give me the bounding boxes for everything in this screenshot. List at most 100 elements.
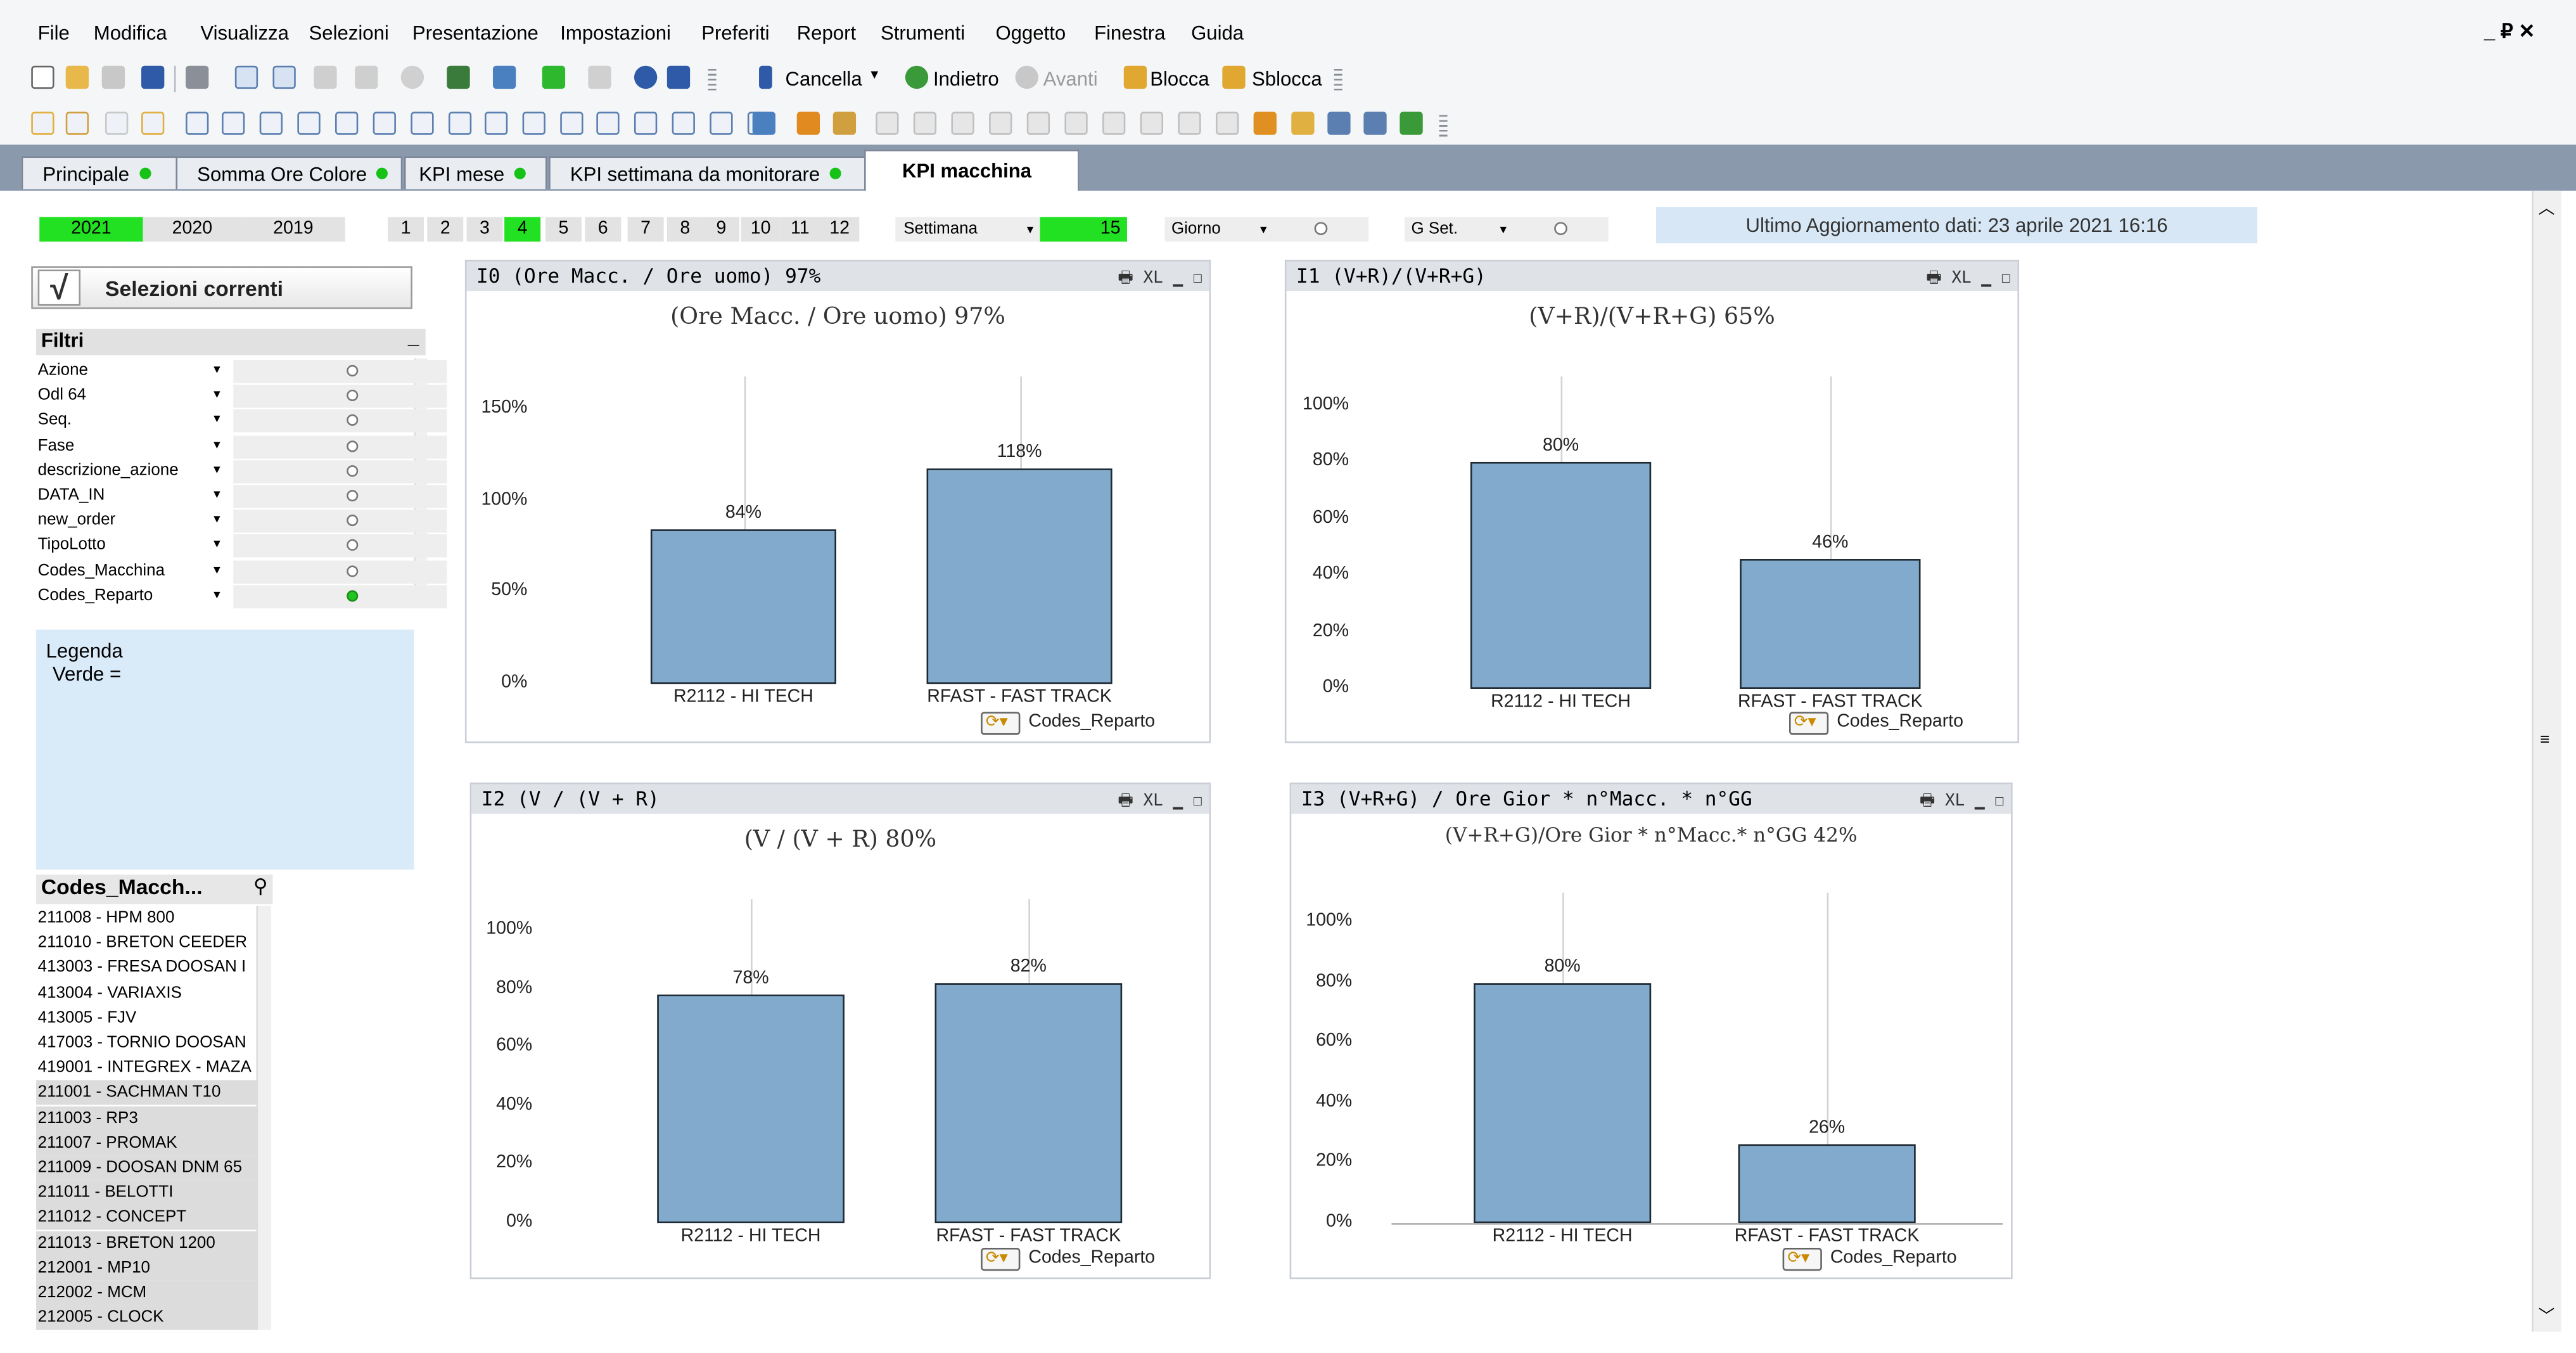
window-controls[interactable]: _ ₽ ✕ bbox=[2484, 20, 2535, 43]
list-item[interactable]: 212001 - MP10 bbox=[36, 1255, 257, 1281]
filter-value[interactable] bbox=[233, 510, 447, 534]
filter-value[interactable] bbox=[233, 435, 447, 458]
list-item[interactable]: 211008 - HPM 800 bbox=[37, 909, 175, 928]
filter-row[interactable]: descrizione_azione ▾ bbox=[36, 459, 447, 485]
list-item[interactable]: 211012 - CONCEPT bbox=[36, 1205, 257, 1231]
list-item[interactable]: 211011 - BELOTTI bbox=[36, 1181, 257, 1206]
slider-icon[interactable] bbox=[560, 112, 583, 135]
design-tool-icon[interactable] bbox=[1291, 112, 1315, 135]
copy-icon[interactable] bbox=[105, 112, 129, 135]
month-9-button[interactable]: 9 bbox=[703, 217, 739, 242]
dropdown-icon[interactable]: ▾ bbox=[1259, 222, 1267, 237]
dropdown-icon[interactable]: ▾ bbox=[214, 486, 220, 502]
year-2021-button[interactable]: 2021 bbox=[39, 217, 143, 242]
menu-finestra[interactable]: Finestra bbox=[1094, 21, 1166, 45]
caption-icons[interactable]: 🖶 XL ▁ ☐ bbox=[1919, 792, 2005, 811]
toolbar-grip[interactable] bbox=[1334, 68, 1342, 93]
chart-icon[interactable] bbox=[335, 112, 359, 135]
align-icon[interactable] bbox=[913, 112, 937, 135]
menu-modifica[interactable]: Modifica bbox=[93, 21, 167, 45]
menu-selezioni[interactable]: Selezioni bbox=[309, 21, 389, 45]
bar-1[interactable] bbox=[926, 468, 1113, 684]
filter-value[interactable] bbox=[233, 409, 447, 433]
giorno-value[interactable] bbox=[1273, 217, 1369, 242]
giorno-listbox[interactable]: Giorno ▾ bbox=[1164, 217, 1273, 242]
help-icon[interactable] bbox=[634, 65, 658, 89]
current-selections-button[interactable]: √ Selezioni correnti bbox=[31, 266, 412, 309]
menu-guida[interactable]: Guida bbox=[1191, 21, 1244, 45]
bar-1[interactable] bbox=[1738, 1145, 1916, 1224]
sheet-scrollbar[interactable]: ︿ ≡ ﹀ bbox=[2532, 190, 2561, 1332]
blocca-button[interactable]: Blocca bbox=[1150, 67, 1209, 91]
month-7-button[interactable]: 7 bbox=[627, 217, 664, 242]
undo-icon[interactable] bbox=[314, 65, 337, 89]
align-icon[interactable] bbox=[989, 112, 1012, 135]
bar-0[interactable] bbox=[1474, 982, 1652, 1224]
filter-row[interactable]: Seq. ▾ bbox=[36, 409, 447, 435]
list-item[interactable]: 413004 - VARIAXIS bbox=[37, 984, 182, 1003]
bar-0[interactable] bbox=[650, 530, 836, 684]
redo-icon[interactable] bbox=[355, 65, 378, 89]
menu-report[interactable]: Report bbox=[796, 21, 857, 45]
sblocca-button[interactable]: Sblocca bbox=[1252, 67, 1322, 91]
month-6-button[interactable]: 6 bbox=[585, 217, 622, 242]
dropdown-icon[interactable]: ▾ bbox=[1500, 222, 1507, 237]
avanti-button[interactable]: Avanti bbox=[1043, 67, 1098, 91]
menu-file[interactable]: File bbox=[37, 21, 70, 45]
button-icon[interactable] bbox=[448, 112, 472, 135]
design-tool-icon[interactable] bbox=[1253, 112, 1277, 135]
cancella-dropdown-icon[interactable]: ▾ bbox=[870, 65, 879, 82]
dropdown-icon[interactable]: ▾ bbox=[214, 536, 220, 552]
toolbar-grip[interactable] bbox=[1439, 115, 1448, 138]
dimension-label[interactable]: Codes_Reparto bbox=[1837, 712, 1964, 732]
bar-1[interactable] bbox=[934, 983, 1123, 1224]
chart-caption[interactable]: I3 (V+R+G) / Ore Gior * n°Macc. * n°GG 🖶 … bbox=[1291, 784, 2012, 814]
cycle-group-icon[interactable]: ⟳▾ bbox=[981, 1247, 1021, 1271]
month-5-button[interactable]: 5 bbox=[545, 217, 582, 242]
list-item[interactable]: 413003 - FRESA DOOSAN I bbox=[37, 959, 246, 977]
gset-listbox[interactable]: G Set. ▾ bbox=[1405, 217, 1514, 242]
caption-icons[interactable]: 🖶 XL ▁ ☐ bbox=[1926, 269, 2012, 288]
menu-strumenti[interactable]: Strumenti bbox=[880, 21, 966, 45]
menu-presentazione[interactable]: Presentazione bbox=[412, 21, 539, 45]
search-icon[interactable]: ⚲ bbox=[253, 875, 268, 898]
dropdown-icon[interactable]: ▾ bbox=[214, 461, 220, 477]
filter-row[interactable]: Codes_Reparto ▾ bbox=[36, 585, 447, 610]
cycle-group-icon[interactable]: ⟳▾ bbox=[981, 712, 1021, 735]
filter-value[interactable] bbox=[233, 385, 447, 408]
custom-object-icon[interactable] bbox=[710, 112, 733, 135]
month-2-button[interactable]: 2 bbox=[427, 217, 464, 242]
month-8-button[interactable]: 8 bbox=[666, 217, 703, 242]
filter-value[interactable] bbox=[233, 560, 447, 583]
scroll-grip-icon[interactable]: ≡ bbox=[2540, 731, 2550, 750]
new-sheet-icon[interactable] bbox=[31, 112, 54, 135]
align-icon[interactable] bbox=[1064, 112, 1088, 135]
line-arrow-icon[interactable] bbox=[522, 112, 545, 135]
align-icon[interactable] bbox=[1178, 112, 1201, 135]
month-11-button[interactable]: 11 bbox=[780, 217, 820, 242]
chart-caption[interactable]: I0 (Ore Macc. / Ore uomo) 97% 🖶 XL ▁ ☐ bbox=[466, 261, 1209, 292]
chart-wizard-icon[interactable] bbox=[752, 112, 775, 135]
month-3-button[interactable]: 3 bbox=[466, 217, 503, 242]
new-document-icon[interactable] bbox=[31, 65, 54, 89]
bar-0[interactable] bbox=[1470, 462, 1652, 689]
chart-wizard-icon[interactable] bbox=[492, 65, 516, 89]
list-item[interactable]: 211013 - BRETON 1200 bbox=[36, 1231, 257, 1255]
align-icon[interactable] bbox=[876, 112, 899, 135]
search-object-icon[interactable] bbox=[634, 112, 658, 135]
scroll-up-icon[interactable]: ︿ bbox=[2538, 200, 2555, 219]
current-selections-icon[interactable] bbox=[411, 112, 434, 135]
container-icon[interactable] bbox=[672, 112, 695, 135]
machines-scrollbar[interactable] bbox=[256, 906, 271, 1330]
dropdown-icon[interactable]: ▾ bbox=[214, 561, 220, 577]
month-10-button[interactable]: 10 bbox=[741, 217, 781, 242]
open-folder-icon[interactable] bbox=[65, 65, 89, 89]
list-item[interactable]: 211007 - PROMAK bbox=[36, 1131, 257, 1156]
multibox-icon[interactable] bbox=[297, 112, 321, 135]
save-icon[interactable] bbox=[141, 65, 165, 89]
filter-value[interactable] bbox=[233, 535, 447, 558]
caption-icons[interactable]: 🖶 XL ▁ ☐ bbox=[1118, 269, 1203, 288]
bar-1[interactable] bbox=[1740, 558, 1921, 689]
menu-oggetto[interactable]: Oggetto bbox=[995, 21, 1066, 45]
design-tool-icon[interactable] bbox=[1363, 112, 1387, 135]
